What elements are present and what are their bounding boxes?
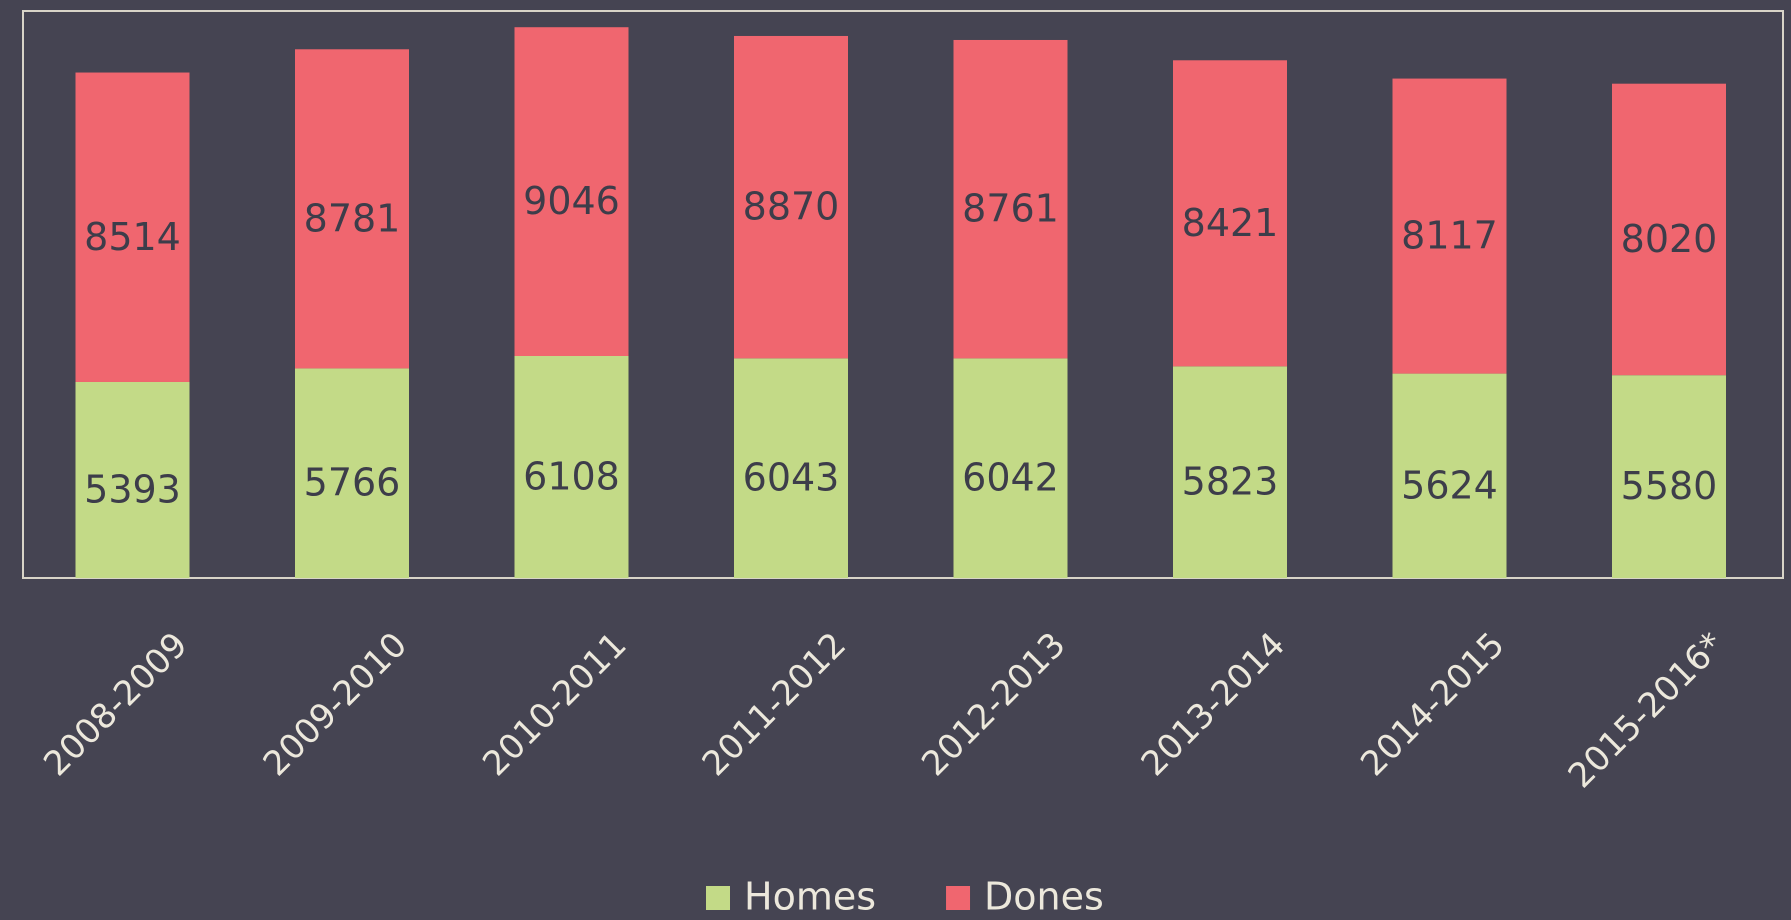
bar-segment xyxy=(75,72,190,382)
data-label: 5766 xyxy=(304,461,401,505)
legend-swatch xyxy=(946,886,971,910)
bar-segment xyxy=(1392,78,1507,374)
data-label: 8870 xyxy=(743,185,840,229)
data-label: 9046 xyxy=(523,179,620,223)
data-label: 8781 xyxy=(304,196,401,240)
bar-segment xyxy=(734,35,848,359)
data-label: 5624 xyxy=(1401,463,1498,507)
bar-segment xyxy=(75,381,190,578)
bar-segment xyxy=(1173,366,1287,578)
legend-label: Dones xyxy=(984,875,1104,919)
data-label: 5393 xyxy=(84,467,181,511)
data-label: 6108 xyxy=(523,454,620,498)
legend-label: Homes xyxy=(744,875,876,919)
data-label: 8514 xyxy=(84,215,181,259)
data-label: 5823 xyxy=(1182,460,1279,504)
legend-swatch xyxy=(706,886,730,910)
bar-segment xyxy=(1173,60,1287,367)
bar-segment xyxy=(514,355,629,578)
bar-segment xyxy=(734,358,848,578)
data-label: 8761 xyxy=(962,187,1059,231)
bar-segment xyxy=(295,49,409,369)
plot-frame xyxy=(22,10,1784,579)
bar-segment xyxy=(953,358,1068,578)
bar-segment xyxy=(514,27,629,356)
bar-segment xyxy=(953,39,1068,359)
data-label: 8117 xyxy=(1401,214,1498,258)
bar-segment xyxy=(1612,375,1726,578)
data-label: 5580 xyxy=(1621,464,1718,508)
data-label: 8421 xyxy=(1182,201,1279,245)
data-label: 6043 xyxy=(743,456,840,500)
bar-segment xyxy=(1612,83,1726,376)
data-label: 6042 xyxy=(962,456,1059,500)
bar-segment xyxy=(295,368,409,578)
data-label: 8020 xyxy=(1621,217,1718,261)
bar-segment xyxy=(1392,373,1507,578)
